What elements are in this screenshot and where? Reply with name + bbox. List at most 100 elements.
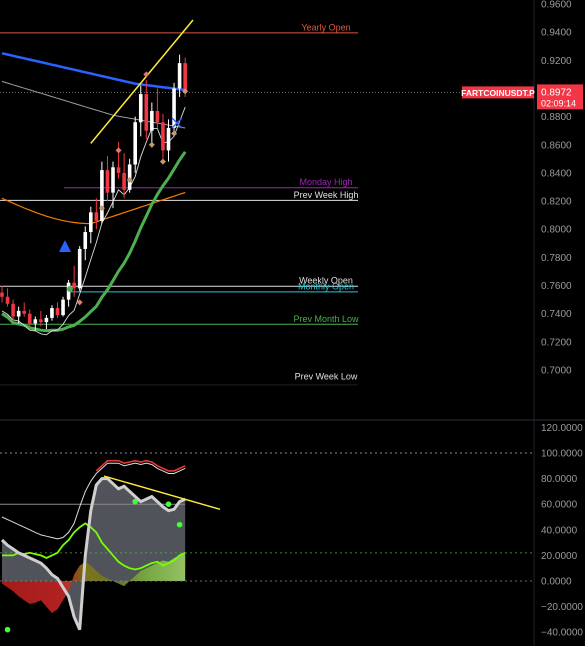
- signal-diamond: [98, 205, 105, 212]
- price-tick-label: 0.7400: [541, 309, 572, 320]
- candle-body: [0, 292, 4, 297]
- price-tick-label: 0.7000: [541, 366, 572, 377]
- candle-body: [166, 127, 171, 151]
- price-tick-label: 0.7800: [541, 253, 572, 264]
- oscillator-axis[interactable]: 120.0000 100.0000 80.0000 60.0000 40.0000 20.…: [541, 423, 583, 639]
- candle-body: [105, 170, 110, 193]
- osc-signal-dot: [4, 626, 11, 633]
- countdown-timer: 02:09:14: [541, 98, 576, 108]
- ma-grey-line: [1, 80, 186, 129]
- signal-diamond: [115, 147, 122, 154]
- candle-body: [72, 282, 76, 289]
- candle-body: [138, 94, 143, 123]
- candle-body: [33, 319, 38, 324]
- candle-body: [27, 313, 32, 324]
- osc-signal-line: [2, 522, 186, 571]
- osc-fast-line: [0, 477, 186, 631]
- candle-body: [89, 212, 93, 233]
- osc-tick-label: 20.0000: [541, 551, 578, 562]
- price-tick-label: 0.9600: [541, 0, 572, 11]
- last-price-value: 0.8972: [541, 87, 572, 98]
- candle-body: [39, 319, 43, 323]
- signal-diamond: [159, 158, 166, 165]
- osc-histogram-area: [2, 554, 186, 613]
- osc-tick-label: 120.0000: [541, 423, 583, 434]
- level-label: Monday High: [299, 177, 352, 187]
- level-label: Prev Month Low: [293, 314, 359, 324]
- osc-trendline: [103, 475, 221, 510]
- osc-tick-label: 40.0000: [541, 525, 578, 536]
- candle-body: [177, 63, 182, 89]
- candle-body: [111, 167, 115, 193]
- candle-body: [50, 308, 54, 318]
- osc-tick-label: −40.0000: [541, 628, 583, 639]
- candle-body: [150, 110, 154, 131]
- osc-grey-area: [2, 478, 186, 630]
- candle-body: [133, 122, 137, 165]
- price-tick-label: 0.8400: [541, 168, 572, 179]
- price-tick-label: 0.8800: [541, 112, 572, 123]
- price-trendline: [90, 19, 194, 144]
- candles-layer: [0, 54, 187, 331]
- price-tick-label: 0.8200: [541, 197, 572, 208]
- oscillator-fill-layer: [2, 478, 186, 630]
- candle-body: [155, 110, 160, 123]
- candle-body: [77, 248, 82, 289]
- last-price-badge-bg: [537, 84, 583, 110]
- osc-signal-dot: [176, 521, 183, 528]
- overlay-layer: [59, 19, 194, 306]
- candle-body: [144, 94, 149, 131]
- osc-tick-label: 0.0000: [541, 577, 572, 588]
- candle-body: [22, 310, 26, 314]
- candle-body: [16, 310, 21, 317]
- price-tick-label: 0.9400: [541, 28, 572, 39]
- signal-diamond: [126, 176, 133, 183]
- candle-body: [94, 212, 99, 221]
- signal-diamond: [171, 130, 178, 137]
- osc-upper-line: [95, 459, 186, 472]
- level-lines-layer: Yearly Open Monday High Prev Week High Week…: [0, 22, 534, 386]
- signal-diamond: [182, 88, 189, 95]
- ma-white-line: [1, 106, 186, 336]
- candle-body: [55, 308, 60, 316]
- candle-body: [83, 232, 88, 249]
- ma-blue-line: [1, 52, 186, 92]
- candle-body: [5, 296, 10, 304]
- price-tick-label: 0.7200: [541, 337, 572, 348]
- price-tick-label: 0.9200: [541, 56, 572, 67]
- level-label: Monthly Open: [298, 281, 354, 291]
- candle-body: [122, 172, 126, 190]
- osc-slow-line: [1, 462, 186, 540]
- osc-signal-dot: [165, 501, 172, 508]
- osc-tick-label: 100.0000: [541, 449, 583, 460]
- osc-tick-label: 80.0000: [541, 474, 578, 485]
- symbol-badge-label: FARTCOINUSDT.P: [461, 88, 535, 98]
- candle-body: [183, 63, 187, 93]
- osc-tick-label: 60.0000: [541, 500, 578, 511]
- ma-green-line: [1, 151, 187, 333]
- buy-triangle-marker: [59, 240, 71, 252]
- level-label: Weekly Open: [299, 276, 353, 286]
- signal-diamond: [76, 299, 83, 306]
- candle-body: [172, 88, 176, 128]
- level-label: Prev Week Low: [295, 371, 358, 381]
- candle-body: [100, 170, 104, 221]
- price-tick-label: 0.8600: [541, 140, 572, 151]
- candle-body: [161, 122, 165, 151]
- level-label: Yearly Open: [301, 22, 350, 32]
- level-label: Prev Week High: [294, 190, 359, 200]
- oscillator-lines-layer: [0, 452, 534, 633]
- cross-marker: [171, 117, 183, 129]
- osc-tick-label: −20.0000: [541, 602, 583, 613]
- signal-dot: [67, 286, 73, 293]
- ma-orange-line: [1, 191, 186, 225]
- osc-signal-dot: [132, 498, 138, 505]
- candle-body: [61, 299, 65, 316]
- symbol-badge-bg: [462, 86, 534, 99]
- signal-diamond: [148, 141, 155, 148]
- candle-body: [11, 303, 15, 317]
- candle-body: [116, 167, 121, 173]
